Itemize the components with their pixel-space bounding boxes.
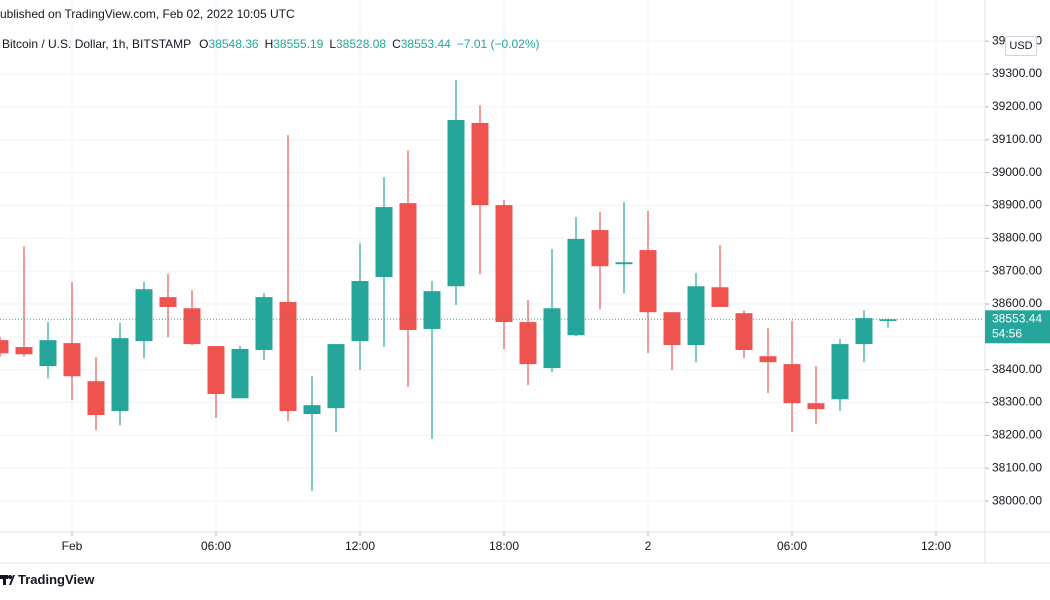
candle-body	[879, 319, 897, 321]
y-tick-label: 38000.00	[992, 493, 1042, 507]
change: −7.01 (−0.02%)	[456, 37, 540, 51]
ohlc-value: 38555.19	[273, 37, 324, 51]
footer-brand: TradingView	[18, 572, 95, 587]
x-tick-label: 06:00	[201, 539, 231, 553]
candle-body	[639, 250, 657, 313]
candle-body	[423, 291, 441, 329]
candle-body	[135, 289, 153, 342]
candle-body	[39, 340, 57, 367]
candle-body	[471, 122, 489, 206]
candle-body	[735, 313, 753, 350]
x-tick-label: 12:00	[345, 539, 375, 553]
candle-body	[495, 205, 513, 323]
candle-body	[663, 312, 681, 346]
candle-body	[303, 405, 321, 415]
y-tick-label: 39300.00	[992, 66, 1042, 80]
countdown: 54:56	[992, 326, 1022, 340]
candle-body	[519, 322, 537, 365]
candle-body	[207, 346, 225, 395]
x-tick-label: Feb	[62, 539, 83, 553]
candle-body	[543, 308, 561, 369]
y-tick-label: 38600.00	[992, 296, 1042, 310]
candle-body	[0, 340, 9, 354]
y-tick-label: 38700.00	[992, 263, 1042, 277]
y-tick-label: 38100.00	[992, 460, 1042, 474]
candle-body	[111, 338, 129, 412]
candle-body	[591, 230, 609, 267]
candle-body	[855, 318, 873, 345]
x-tick-label: 12:00	[921, 539, 951, 553]
x-tick-label: 18:00	[489, 539, 519, 553]
candle-body	[687, 286, 705, 346]
candle-body	[63, 343, 81, 377]
candle-body	[399, 203, 417, 330]
candle-body	[567, 238, 585, 336]
legend: Bitcoin / U.S. Dollar, 1h, BITSTAMP O 385…	[2, 37, 546, 51]
ohlc-key: C	[392, 37, 401, 51]
symbol-name: Bitcoin / U.S. Dollar, 1h, BITSTAMP	[2, 37, 192, 51]
candle-body	[615, 262, 633, 265]
candle-body	[711, 287, 729, 307]
ohlc-key: H	[264, 37, 274, 51]
candle-body	[183, 308, 201, 345]
candle-body	[375, 207, 393, 278]
y-tick-label: 38300.00	[992, 395, 1042, 409]
candle-body	[783, 364, 801, 404]
candle-body	[831, 344, 849, 400]
y-tick-label: 38900.00	[992, 198, 1042, 212]
ohlc-value: 38528.08	[336, 37, 387, 51]
y-tick-label: 39000.00	[992, 165, 1042, 179]
x-tick-label: 2	[645, 539, 652, 553]
currency-label[interactable]: USD	[1005, 36, 1037, 56]
candle-body	[279, 302, 297, 412]
candle-body	[15, 347, 33, 355]
y-tick-label: 38800.00	[992, 230, 1042, 244]
candle-body	[447, 120, 465, 287]
candle-body	[759, 356, 777, 363]
ohlc-value: 38553.44	[400, 37, 451, 51]
y-tick-label: 39100.00	[992, 132, 1042, 146]
ohlc-key: O	[199, 37, 209, 51]
ohlc-value: 38548.36	[208, 37, 259, 51]
candle-body	[231, 349, 249, 399]
y-tick-label: 39200.00	[992, 99, 1042, 113]
logo	[0, 575, 15, 585]
x-tick-label: 06:00	[777, 539, 807, 553]
candle-body	[255, 297, 273, 350]
candle-body	[807, 403, 825, 410]
candle-body	[87, 381, 105, 416]
price-label: 38553.44	[992, 311, 1042, 325]
y-tick-label: 38200.00	[992, 428, 1042, 442]
candle-body	[159, 297, 177, 307]
ohlc-key: L	[329, 37, 336, 51]
y-tick-label: 38400.00	[992, 362, 1042, 376]
price-label-box	[985, 310, 1050, 344]
candle-body	[351, 281, 369, 342]
header: ublished on TradingView.com, Feb 02, 202…	[0, 7, 295, 21]
candle-body	[327, 344, 345, 409]
